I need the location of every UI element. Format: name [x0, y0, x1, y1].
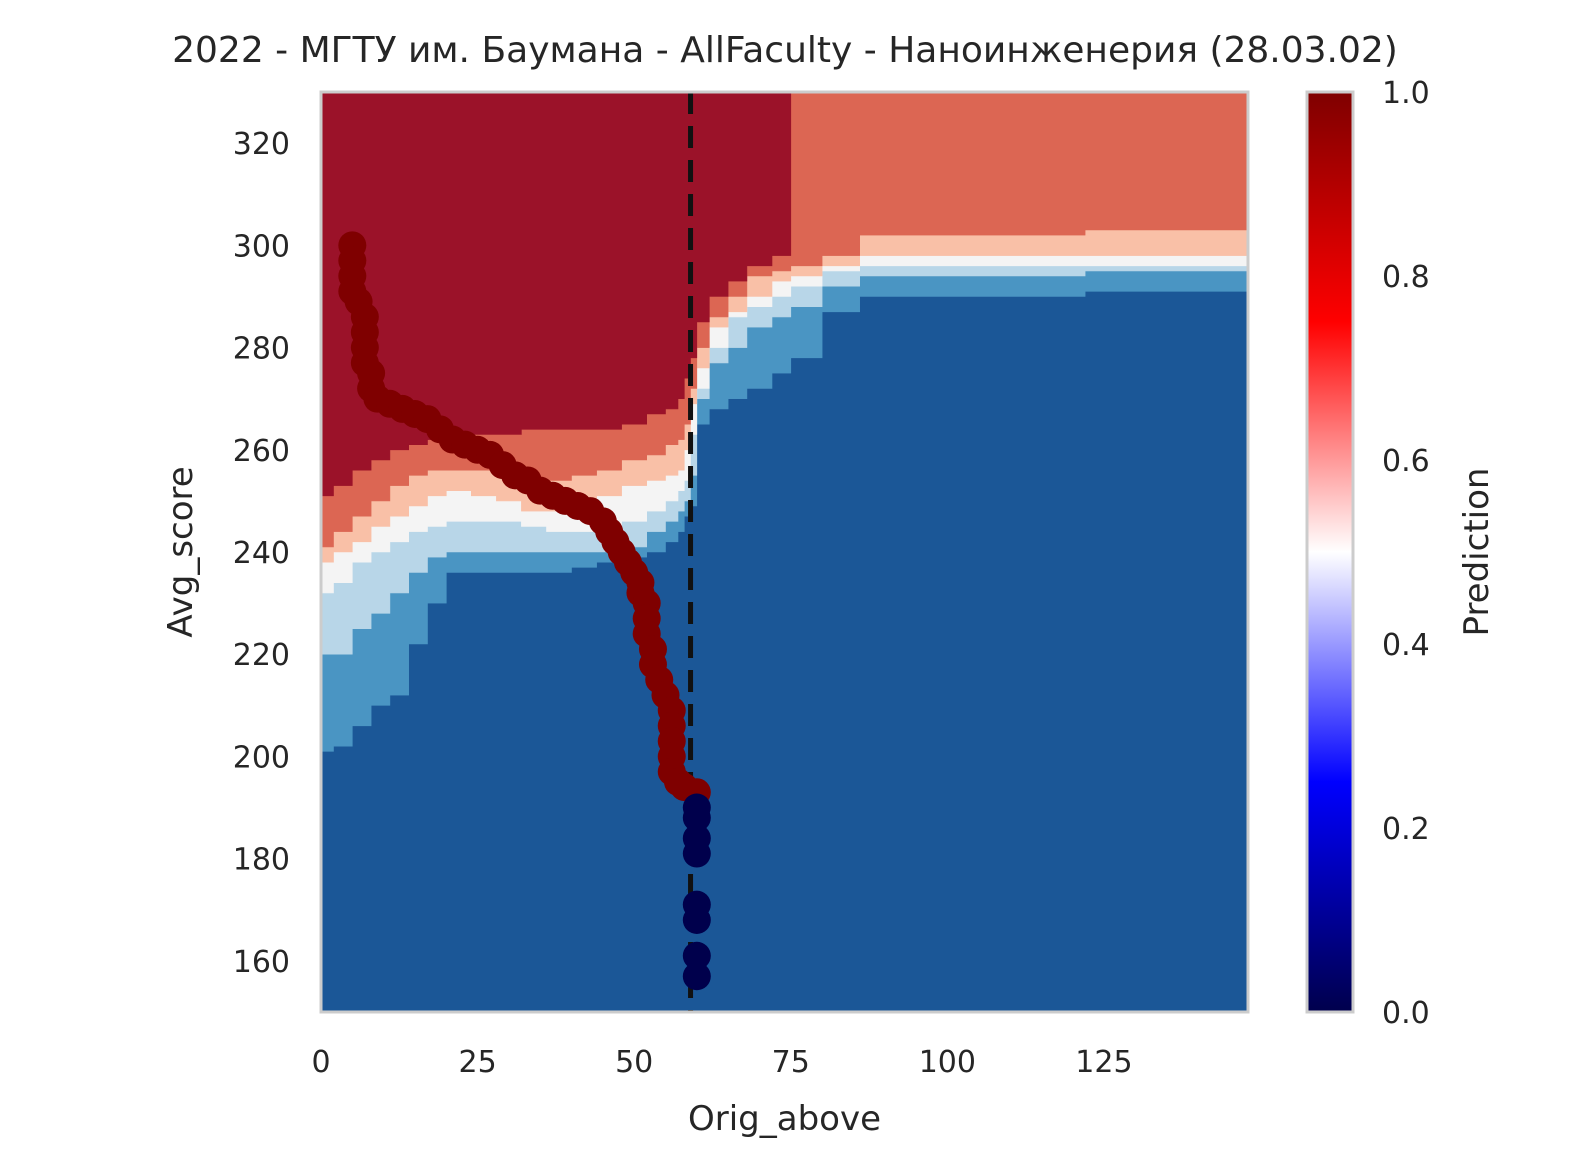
- colorbar: 0.0 0.2 0.4 0.6 0.8 1.0: [1305, 76, 1430, 1031]
- x-tick-label: 75: [772, 1045, 810, 1080]
- colorbar-tick-label: 0.6: [1382, 444, 1430, 479]
- y-tick-label: 320: [233, 127, 290, 162]
- x-tick-label: 50: [615, 1045, 653, 1080]
- colorbar-tick-label: 0.4: [1382, 628, 1430, 663]
- rejected-point: [682, 906, 711, 934]
- y-tick-label: 240: [233, 536, 290, 571]
- x-axis-ticks: 0 25 50 75 100 125: [311, 1045, 1132, 1080]
- y-axis-label: Avg_score: [161, 466, 201, 637]
- rejected-point: [682, 803, 711, 832]
- y-axis-ticks: 160 180 200 220 240 260 280 300 320: [233, 127, 290, 980]
- rejected-point: [682, 962, 711, 991]
- x-axis-label: Orig_above: [688, 1099, 881, 1139]
- plot-border: [319, 90, 1250, 1014]
- colorbar-label: Prediction: [1457, 468, 1497, 637]
- y-tick-label: 160: [233, 945, 290, 980]
- colorbar-tick-label: 1.0: [1382, 76, 1430, 111]
- colorbar-tick-label: 0.0: [1382, 996, 1430, 1031]
- y-tick-label: 200: [233, 740, 290, 775]
- x-tick-label: 25: [458, 1045, 496, 1080]
- x-tick-label: 0: [311, 1045, 330, 1080]
- y-tick-label: 260: [233, 434, 290, 469]
- colorbar-gradient: [1305, 90, 1355, 1014]
- scatter-points: [338, 231, 711, 991]
- rejected-point: [682, 839, 711, 868]
- y-tick-label: 220: [233, 638, 290, 673]
- x-tick-label: 125: [1075, 1045, 1132, 1080]
- x-tick-label: 100: [919, 1045, 976, 1080]
- rejected-point: [682, 941, 711, 970]
- y-tick-label: 300: [233, 229, 290, 264]
- chart-title: 2022 - МГТУ им. Баумана - AllFaculty - Н…: [172, 30, 1398, 71]
- contour-fill: [320, 91, 1249, 1013]
- plot-frame: [319, 90, 1250, 1014]
- y-tick-label: 180: [233, 843, 290, 878]
- colorbar-tick-label: 0.2: [1382, 812, 1430, 847]
- y-tick-label: 280: [233, 332, 290, 367]
- colorbar-tick-label: 0.8: [1382, 260, 1430, 295]
